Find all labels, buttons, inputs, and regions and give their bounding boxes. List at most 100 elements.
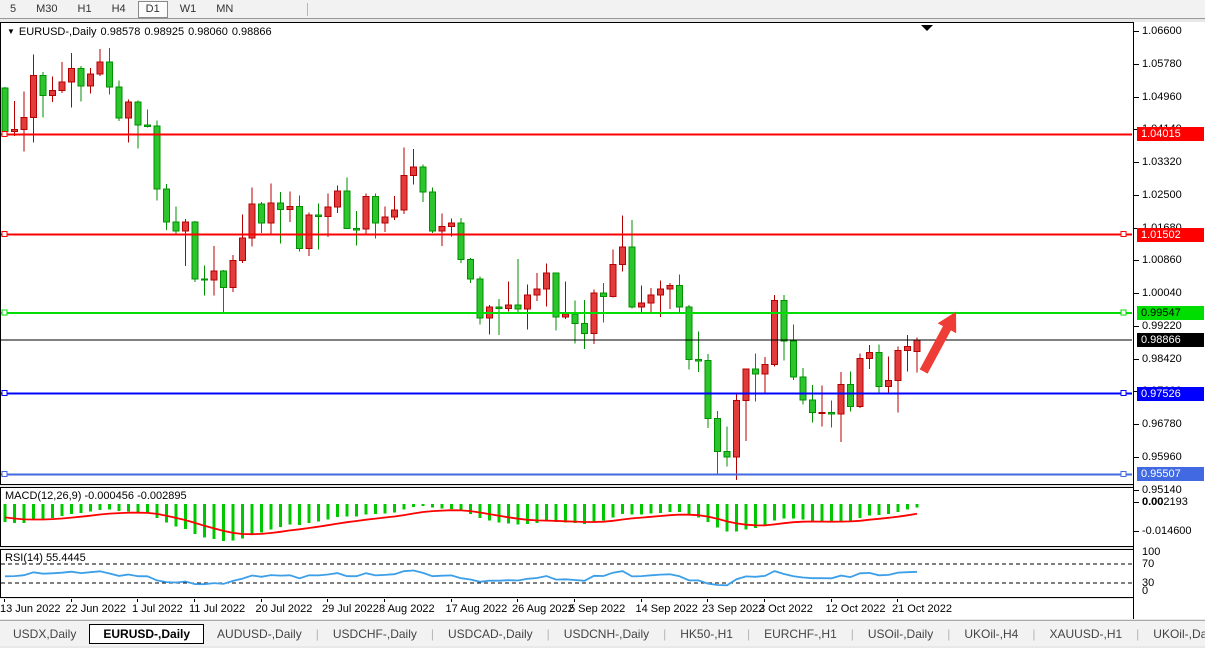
tab-separator: | (315, 626, 319, 641)
tab-usdcnh-daily[interactable]: USDCNH-,Daily (563, 626, 650, 641)
horizontal-line-0.99547[interactable] (1, 309, 1132, 316)
date-tick (450, 599, 452, 602)
tab-eurusd-daily[interactable]: EURUSD-,Daily (89, 623, 205, 644)
tab-hk50-h1[interactable]: HK50-,H1 (680, 626, 733, 641)
timeframe-button-h4[interactable]: H4 (111, 2, 126, 15)
candlestick-series[interactable] (1, 48, 921, 480)
horizontal-line-1.04015[interactable] (1, 130, 1132, 137)
date-axis[interactable]: 13 Jun 2022 22 Jun 2022 1 Jul 2022 11 Jul 2… (0, 599, 1133, 619)
date-tick-label: 20 Jul 2022 (255, 603, 313, 615)
date-tick-label: 22 Jun 2022 (65, 603, 127, 615)
rsi-chart-surface[interactable] (1, 550, 1132, 597)
chart-shift-marker-icon[interactable] (921, 25, 933, 31)
macd-chart-surface[interactable] (1, 488, 1132, 546)
hline-price-badge: 0.99547 (1137, 305, 1204, 320)
tab-ukoil-daily[interactable]: UKOil-,Daily (1153, 626, 1205, 641)
price-tick (1134, 325, 1139, 327)
price-tick-label: 1.03320 (1142, 156, 1182, 169)
date-tick (194, 599, 195, 602)
chart-symbol-label: EURUSD-,Daily (18, 26, 97, 38)
tab-separator: | (1136, 626, 1140, 641)
toolbar-separator (307, 2, 309, 16)
date-tick-label: 3 Oct 2022 (759, 603, 813, 615)
price-tick (1134, 227, 1139, 229)
rsi-line (4, 569, 918, 587)
axis-tick (1134, 502, 1139, 503)
price-tick (1134, 194, 1139, 196)
tab-eurchf-h1[interactable]: EURCHF-,H1 (764, 626, 837, 641)
tab-separator: | (663, 626, 667, 641)
ohlc-low: 0.98060 (188, 26, 228, 38)
timeframe-button-m30[interactable]: M30 (36, 2, 58, 15)
price-axis[interactable]: 1.066001.057801.049601.041401.033201.025… (1133, 22, 1205, 619)
timeframe-button-d1[interactable]: D1 (137, 0, 168, 18)
macd-indicator-pane[interactable]: MACD(12,26,9) -0.000456 -0.002895 (0, 487, 1133, 547)
timeframe-button-mn[interactable]: MN (216, 2, 234, 15)
date-tick (70, 599, 72, 602)
rsi-axis-label: 100 (1142, 546, 1161, 558)
date-tick (327, 599, 328, 602)
price-tick-label: 0.95140 (1142, 483, 1182, 496)
symbol-dropdown-icon[interactable]: ▼ (7, 27, 15, 36)
chart-ohlc-header: ▼ EURUSD-,Daily 0.98578 0.98925 0.98060 0.988… (7, 26, 276, 38)
date-tick (764, 599, 765, 602)
main-chart-surface[interactable] (1, 23, 1132, 484)
price-tick (1134, 424, 1139, 426)
horizontal-line-0.97526[interactable] (1, 390, 1132, 397)
ohlc-high: 0.98925 (144, 26, 185, 38)
rsi-axis-label: 70 (1142, 558, 1155, 570)
horizontal-line-1.01502[interactable] (1, 231, 1132, 238)
tab-usdchf-daily[interactable]: USDCHF-,Daily (332, 626, 417, 641)
price-tick (1134, 489, 1139, 491)
date-tick (830, 599, 832, 602)
hline-price-badge: 1.01502 (1137, 227, 1204, 242)
macd-axis-max: 0.002193 (1142, 496, 1188, 508)
date-tick (260, 599, 262, 602)
date-tick-label: 13 Jun 2022 (0, 603, 61, 615)
date-tick (517, 599, 518, 602)
tab-usdcad-daily[interactable]: USDCAD-,Daily (447, 626, 533, 641)
bid-price-badge: 0.98866 (1137, 333, 1204, 348)
date-tick (4, 599, 5, 602)
ohlc-close: 0.98866 (231, 26, 272, 38)
price-tick (1134, 162, 1139, 164)
main-chart-pane[interactable]: ▼ EURUSD-,Daily 0.98578 0.98925 0.98060 0.988… (0, 22, 1133, 485)
macd-axis-min: -0.014600 (1142, 525, 1192, 537)
date-tick (897, 599, 898, 602)
date-tick-label: 1 Jul 2022 (132, 603, 183, 615)
macd-axis-zero: 0.00 (1142, 496, 1164, 508)
tab-usdx-daily[interactable]: USDX,Daily (13, 626, 77, 641)
horizontal-line-0.95507[interactable] (1, 470, 1132, 477)
rsi-indicator-pane[interactable]: RSI(14) 55.4445 (0, 549, 1133, 598)
rsi-axis-label: 0 (1142, 585, 1149, 597)
ohlc-open: 0.98578 (100, 26, 141, 38)
date-tick-label: 26 Aug 2022 (512, 603, 574, 615)
tab-separator: | (947, 626, 951, 641)
date-tick (384, 599, 385, 602)
price-tick-label: 1.06600 (1142, 25, 1182, 37)
tab-audusd-daily[interactable]: AUDUSD-,Daily (217, 626, 302, 641)
date-tick-label: 23 Sep 2022 (702, 603, 765, 615)
price-tick-label: 1.02500 (1142, 188, 1182, 201)
price-tick-label: 1.05780 (1142, 57, 1182, 70)
price-tick-label: 1.00040 (1142, 287, 1182, 300)
trend-arrow-annotation[interactable] (919, 311, 957, 374)
timeframe-button-h1[interactable]: H1 (77, 2, 92, 15)
tab-ukoil-h4[interactable]: UKOil-,H4 (964, 626, 1019, 641)
date-tick-label: 5 Sep 2022 (569, 603, 626, 615)
price-tick (1134, 31, 1139, 32)
hline-price-badge: 0.95507 (1137, 467, 1204, 482)
timeframe-button-5[interactable]: 5 (10, 2, 17, 15)
price-tick-label: 0.95960 (1142, 451, 1182, 464)
tab-usoil-daily[interactable]: USOil-,Daily (867, 626, 934, 641)
price-tick (1134, 457, 1139, 459)
price-tick (1134, 391, 1139, 393)
date-tick (574, 599, 575, 602)
tab-separator: | (430, 626, 434, 641)
tab-xauusd-h1[interactable]: XAUUSD-,H1 (1049, 626, 1123, 641)
rsi-label: RSI(14) 55.4445 (5, 552, 86, 564)
tab-separator: | (850, 626, 854, 641)
rsi-axis-label: 30 (1142, 577, 1155, 589)
timeframe-button-w1[interactable]: W1 (179, 2, 197, 15)
macd-label: MACD(12,26,9) -0.000456 -0.002895 (5, 490, 187, 502)
